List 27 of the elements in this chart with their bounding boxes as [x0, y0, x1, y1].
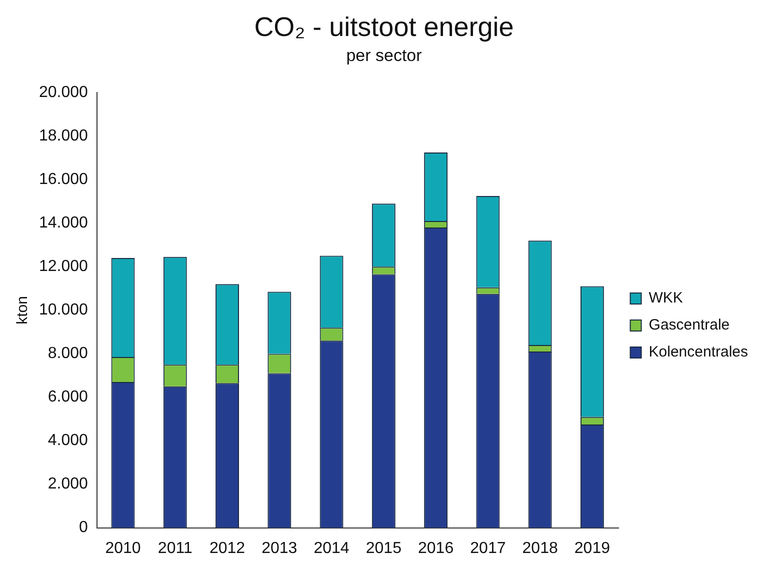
y-tick-label: 2.000	[48, 476, 88, 493]
legend-label: Gascentrale	[648, 316, 730, 334]
x-tick-label: 2012	[209, 540, 246, 557]
x-tick-label: 2017	[470, 540, 506, 557]
chart-subtitle: per sector	[345, 46, 423, 66]
x-tick-label: 2016	[418, 540, 454, 557]
y-tick-label: 10.000	[39, 302, 88, 319]
x-tick-label: 2018	[522, 540, 558, 557]
x-tick-label: 2014	[314, 540, 350, 557]
y-tick-label: 16.000	[39, 171, 88, 188]
x-tick-label: 2019	[574, 540, 610, 557]
y-tick-label: 12.000	[39, 258, 88, 276]
y-tick-label: 20.000	[39, 84, 88, 102]
x-tick-label: 2011	[158, 540, 192, 557]
y-tick-label: 18.000	[39, 128, 88, 145]
y-tick-label: 4.000	[48, 432, 88, 450]
x-tick-label: 2015	[366, 540, 402, 557]
y-tick-label: 6.000	[48, 388, 88, 406]
chart-title: CO₂ - uitstoot energie	[253, 12, 515, 43]
x-tick-label: 2013	[262, 540, 298, 557]
y-axis-title: kton	[14, 296, 32, 324]
legend-label: WKK	[648, 290, 683, 307]
x-tick-label: 2010	[105, 540, 141, 557]
y-tick-label: 8.000	[48, 345, 88, 362]
y-tick-label: 14.000	[39, 214, 88, 232]
legend-label: Kolencentrales	[648, 344, 748, 361]
y-tick-label: 0	[79, 519, 88, 536]
